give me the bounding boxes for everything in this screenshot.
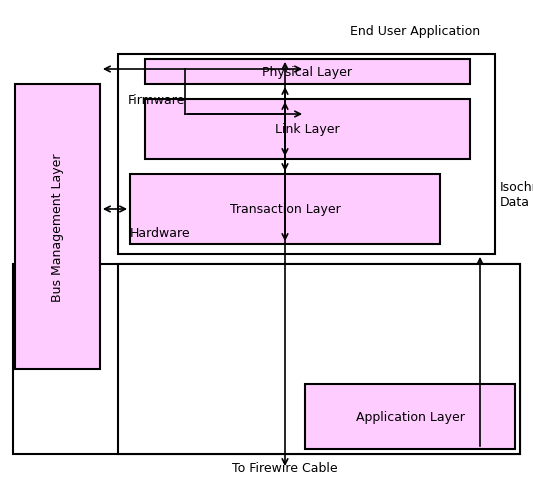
Text: Bus Management Layer: Bus Management Layer: [51, 153, 64, 301]
Text: Isochronous
Data: Isochronous Data: [500, 181, 533, 209]
Bar: [130, 175, 440, 244]
Text: Application Layer: Application Layer: [356, 410, 464, 423]
Text: Firmware: Firmware: [128, 93, 185, 106]
Bar: [13, 264, 520, 454]
Text: To Firewire Cable: To Firewire Cable: [232, 461, 338, 474]
Text: Link Layer: Link Layer: [275, 123, 340, 136]
Text: End User Application: End User Application: [350, 25, 480, 38]
Bar: [118, 55, 495, 255]
Bar: [15, 85, 100, 369]
Bar: [145, 60, 470, 85]
Bar: [118, 264, 520, 454]
Text: Physical Layer: Physical Layer: [262, 66, 352, 79]
Bar: [305, 384, 515, 449]
Text: Hardware: Hardware: [130, 227, 191, 240]
Text: Transaction Layer: Transaction Layer: [230, 203, 341, 216]
Bar: [145, 100, 470, 160]
